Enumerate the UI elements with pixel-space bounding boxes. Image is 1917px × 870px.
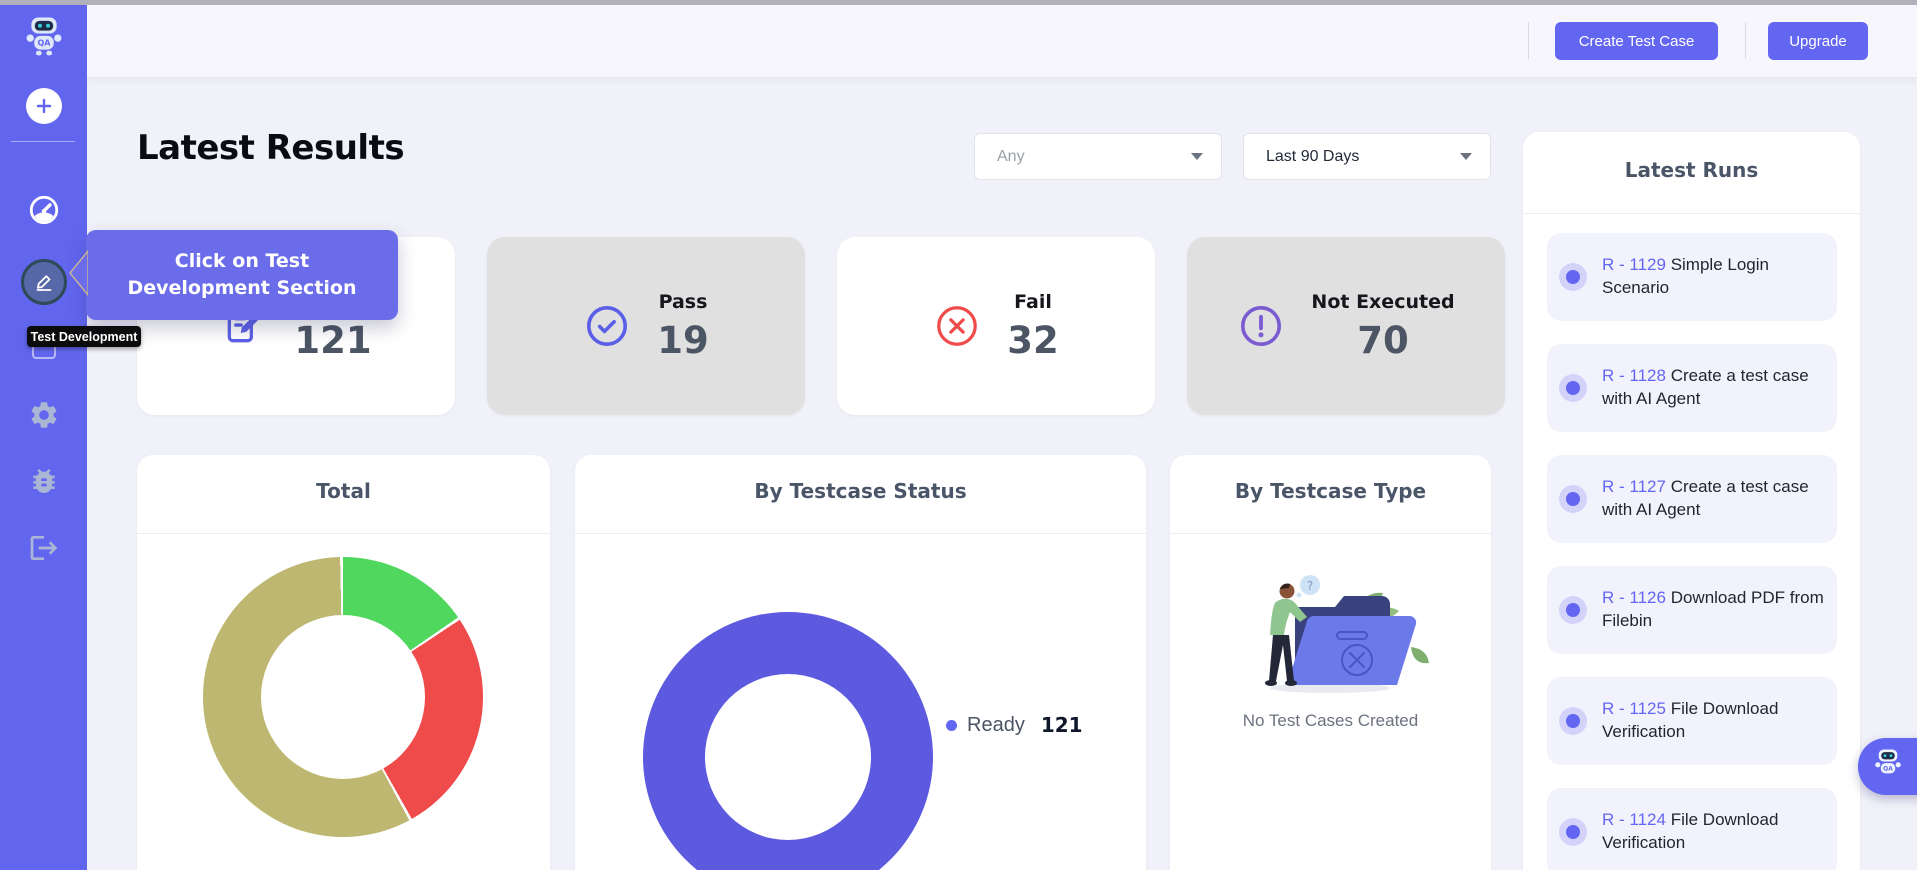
empty-folder-illustration: ? xyxy=(1225,547,1435,697)
sidebar-divider xyxy=(11,141,75,142)
chevron-down-icon xyxy=(1460,153,1472,160)
stat-label: Not Executed xyxy=(1311,290,1455,313)
empty-state-text: No Test Cases Created xyxy=(1242,711,1419,730)
header-divider xyxy=(1528,22,1529,59)
chat-widget-button[interactable]: QA xyxy=(1858,738,1917,795)
gear-icon xyxy=(28,399,60,436)
window-chrome-strip xyxy=(0,0,1917,5)
svg-text:?: ? xyxy=(1307,579,1313,593)
testcase-type-value: Any xyxy=(997,147,1025,165)
run-name: Download PDF from Filebin xyxy=(1602,588,1824,630)
date-range-select[interactable]: Last 90 Days xyxy=(1243,133,1491,180)
qa-robot-logo[interactable]: QA xyxy=(0,13,87,65)
dashboard-icon xyxy=(27,193,61,232)
stat-value: 32 xyxy=(1007,318,1059,362)
page-title: Latest Results xyxy=(137,128,405,168)
run-item[interactable]: R - 1124 File Download Verification xyxy=(1547,788,1837,870)
upgrade-button[interactable]: Upgrade xyxy=(1768,22,1868,60)
create-test-case-button[interactable]: Create Test Case xyxy=(1555,22,1718,60)
walkthrough-tooltip: Click on Test Development Section xyxy=(86,230,398,320)
x-circle-icon xyxy=(933,302,981,350)
total-chart-card: Total xyxy=(137,455,550,870)
bug-icon xyxy=(28,465,60,502)
run-name: Create a test case with AI Agent xyxy=(1602,366,1809,408)
stat-value: 70 xyxy=(1357,318,1409,362)
legend-value: 121 xyxy=(1040,713,1083,737)
testcase-type-select[interactable]: Any xyxy=(974,133,1222,180)
run-id: R - 1124 xyxy=(1602,810,1666,830)
tooltip-arrow xyxy=(69,249,88,297)
stat-label: Fail xyxy=(1014,290,1052,313)
date-range-value: Last 90 Days xyxy=(1266,147,1360,165)
divider xyxy=(1523,213,1860,214)
sidebar-item-logout[interactable] xyxy=(0,533,87,567)
status-legend: Ready 121 xyxy=(946,713,1083,737)
run-id: R - 1129 xyxy=(1602,255,1666,275)
check-circle-icon xyxy=(583,302,631,350)
type-chart-card: By Testcase Type ? xyxy=(1170,455,1491,870)
run-status-dot xyxy=(1559,818,1587,846)
run-id: R - 1126 xyxy=(1602,588,1666,608)
exclamation-circle-icon xyxy=(1237,302,1285,350)
status-chart-title: By Testcase Status xyxy=(754,479,967,503)
latest-runs-title: Latest Runs xyxy=(1624,158,1759,182)
sidebar-tooltip: Test Development xyxy=(27,326,141,347)
donut-hole xyxy=(705,674,871,840)
latest-runs-panel: Latest Runs R - 1129 Simple Login Scenar… xyxy=(1523,132,1860,870)
run-status-dot xyxy=(1559,485,1587,513)
legend-label: Ready xyxy=(967,713,1025,736)
run-status-dot xyxy=(1559,263,1587,291)
run-item[interactable]: R - 1128 Create a test case with AI Agen… xyxy=(1547,344,1837,432)
stat-card-not-executed[interactable]: Not Executed 70 xyxy=(1187,237,1505,415)
run-status-dot xyxy=(1559,596,1587,624)
plus-icon xyxy=(25,88,62,124)
run-id: R - 1127 xyxy=(1602,477,1666,497)
type-chart-title: By Testcase Type xyxy=(1234,479,1427,503)
sidebar-item-settings[interactable] xyxy=(0,400,87,434)
sidebar: QA xyxy=(0,5,87,870)
run-name: File Download Verification xyxy=(1602,699,1779,741)
top-header: Create Test Case Upgrade xyxy=(87,5,1917,78)
header-divider xyxy=(1745,22,1746,59)
stat-card-pass[interactable]: Pass 19 xyxy=(487,237,805,415)
run-name: Create a test case with AI Agent xyxy=(1602,477,1809,519)
robot-icon: QA xyxy=(1858,746,1905,787)
run-id: R - 1128 xyxy=(1602,366,1666,386)
logout-icon xyxy=(28,532,60,569)
total-chart-title: Total xyxy=(316,479,371,503)
stat-label: Pass xyxy=(658,290,708,313)
svg-text:QA: QA xyxy=(1883,765,1893,772)
status-chart-card: By Testcase Status Ready 121 xyxy=(575,455,1146,870)
run-name: Simple Login Scenario xyxy=(1602,255,1769,297)
run-status-dot xyxy=(1559,374,1587,402)
divider xyxy=(1170,533,1491,534)
run-status-dot xyxy=(1559,707,1587,735)
stat-card-fail[interactable]: Fail 32 xyxy=(837,237,1155,415)
stat-value: 121 xyxy=(294,318,372,362)
stat-value: 19 xyxy=(657,318,709,362)
robot-icon: QA xyxy=(21,13,67,66)
run-item[interactable]: R - 1129 Simple Login Scenario xyxy=(1547,233,1837,321)
sidebar-item-dashboard[interactable] xyxy=(0,195,87,229)
run-item[interactable]: R - 1126 Download PDF from Filebin xyxy=(1547,566,1837,654)
person: ? xyxy=(1265,575,1320,686)
run-id: R - 1125 xyxy=(1602,699,1666,719)
chevron-down-icon xyxy=(1191,153,1203,160)
sidebar-item-test-development[interactable] xyxy=(0,259,87,305)
divider xyxy=(137,533,550,534)
run-item[interactable]: R - 1127 Create a test case with AI Agen… xyxy=(1547,455,1837,543)
pencil-icon xyxy=(20,259,67,305)
run-name: File Download Verification xyxy=(1602,810,1779,852)
run-item[interactable]: R - 1125 File Download Verification xyxy=(1547,677,1837,765)
divider xyxy=(575,533,1146,534)
donut-hole xyxy=(261,615,425,779)
sidebar-item-add-new[interactable] xyxy=(0,88,87,124)
legend-dot xyxy=(946,719,957,731)
svg-text:QA: QA xyxy=(37,38,51,47)
sidebar-item-debug[interactable] xyxy=(0,466,87,500)
